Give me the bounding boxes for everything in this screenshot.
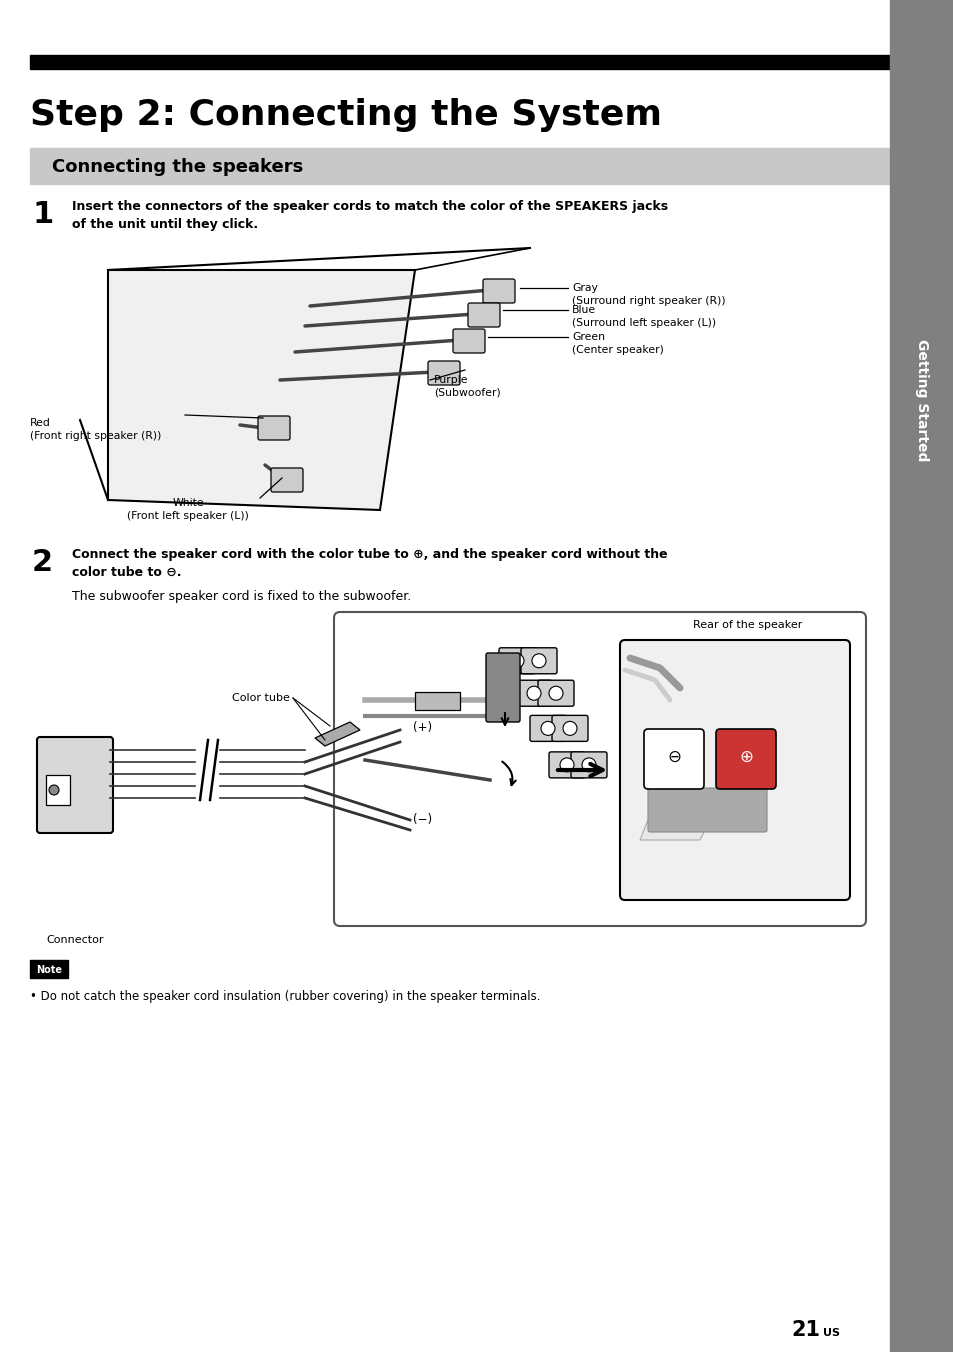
Bar xyxy=(46,775,70,804)
FancyBboxPatch shape xyxy=(548,752,584,777)
Circle shape xyxy=(548,687,562,700)
Bar xyxy=(30,55,889,69)
FancyBboxPatch shape xyxy=(571,752,606,777)
Text: Insert the connectors of the speaker cords to match the color of the SPEAKERS ja: Insert the connectors of the speaker cor… xyxy=(71,200,667,231)
Text: Connector: Connector xyxy=(46,936,104,945)
Circle shape xyxy=(559,758,574,772)
Circle shape xyxy=(540,722,555,735)
FancyBboxPatch shape xyxy=(619,639,849,900)
Circle shape xyxy=(49,786,59,795)
Text: Connecting the speakers: Connecting the speakers xyxy=(52,158,303,176)
Text: Gray
(Surround right speaker (R)): Gray (Surround right speaker (R)) xyxy=(572,283,725,306)
Text: Blue
(Surround left speaker (L)): Blue (Surround left speaker (L)) xyxy=(572,306,716,327)
Text: Note: Note xyxy=(36,965,62,975)
Text: Color tube: Color tube xyxy=(232,694,290,703)
Text: Green
(Center speaker): Green (Center speaker) xyxy=(572,333,663,354)
FancyBboxPatch shape xyxy=(498,648,535,673)
Polygon shape xyxy=(415,692,459,710)
Circle shape xyxy=(532,654,545,668)
Bar xyxy=(30,960,68,977)
Text: • Do not catch the speaker cord insulation (rubber covering) in the speaker term: • Do not catch the speaker cord insulati… xyxy=(30,990,540,1003)
FancyBboxPatch shape xyxy=(643,729,703,790)
FancyBboxPatch shape xyxy=(530,715,565,741)
FancyBboxPatch shape xyxy=(334,612,865,926)
FancyBboxPatch shape xyxy=(520,648,557,673)
FancyBboxPatch shape xyxy=(37,737,112,833)
Polygon shape xyxy=(639,810,709,840)
FancyBboxPatch shape xyxy=(516,680,552,706)
Text: 2: 2 xyxy=(32,548,53,577)
Text: Purple
(Subwoofer): Purple (Subwoofer) xyxy=(434,375,500,397)
Circle shape xyxy=(526,687,540,700)
FancyBboxPatch shape xyxy=(647,788,766,831)
Text: Rear of the speaker: Rear of the speaker xyxy=(693,621,801,630)
FancyBboxPatch shape xyxy=(716,729,775,790)
Text: ⊕: ⊕ xyxy=(739,748,752,767)
Text: White
(Front left speaker (L)): White (Front left speaker (L)) xyxy=(127,498,249,521)
Text: (−): (−) xyxy=(413,814,432,826)
FancyBboxPatch shape xyxy=(482,279,515,303)
FancyBboxPatch shape xyxy=(485,653,519,722)
Circle shape xyxy=(581,758,596,772)
Text: Red
(Front right speaker (R)): Red (Front right speaker (R)) xyxy=(30,418,161,441)
Polygon shape xyxy=(108,270,415,510)
Circle shape xyxy=(510,654,523,668)
FancyBboxPatch shape xyxy=(537,680,574,706)
Text: Step 2: Connecting the System: Step 2: Connecting the System xyxy=(30,97,661,132)
Text: 21: 21 xyxy=(790,1320,820,1340)
Text: (+): (+) xyxy=(413,722,432,734)
FancyBboxPatch shape xyxy=(257,416,290,439)
Text: US: US xyxy=(822,1328,840,1338)
Text: The subwoofer speaker cord is fixed to the subwoofer.: The subwoofer speaker cord is fixed to t… xyxy=(71,589,411,603)
Polygon shape xyxy=(314,722,359,746)
Circle shape xyxy=(562,722,577,735)
FancyBboxPatch shape xyxy=(271,468,303,492)
FancyBboxPatch shape xyxy=(453,329,484,353)
Text: Connect the speaker cord with the color tube to ⊕, and the speaker cord without : Connect the speaker cord with the color … xyxy=(71,548,667,579)
Text: Getting Started: Getting Started xyxy=(914,339,928,461)
Bar xyxy=(30,147,889,184)
FancyBboxPatch shape xyxy=(552,715,587,741)
Bar xyxy=(889,0,953,1352)
FancyBboxPatch shape xyxy=(428,361,459,385)
FancyBboxPatch shape xyxy=(468,303,499,327)
Text: ⊖: ⊖ xyxy=(666,748,680,767)
Text: 1: 1 xyxy=(32,200,53,228)
